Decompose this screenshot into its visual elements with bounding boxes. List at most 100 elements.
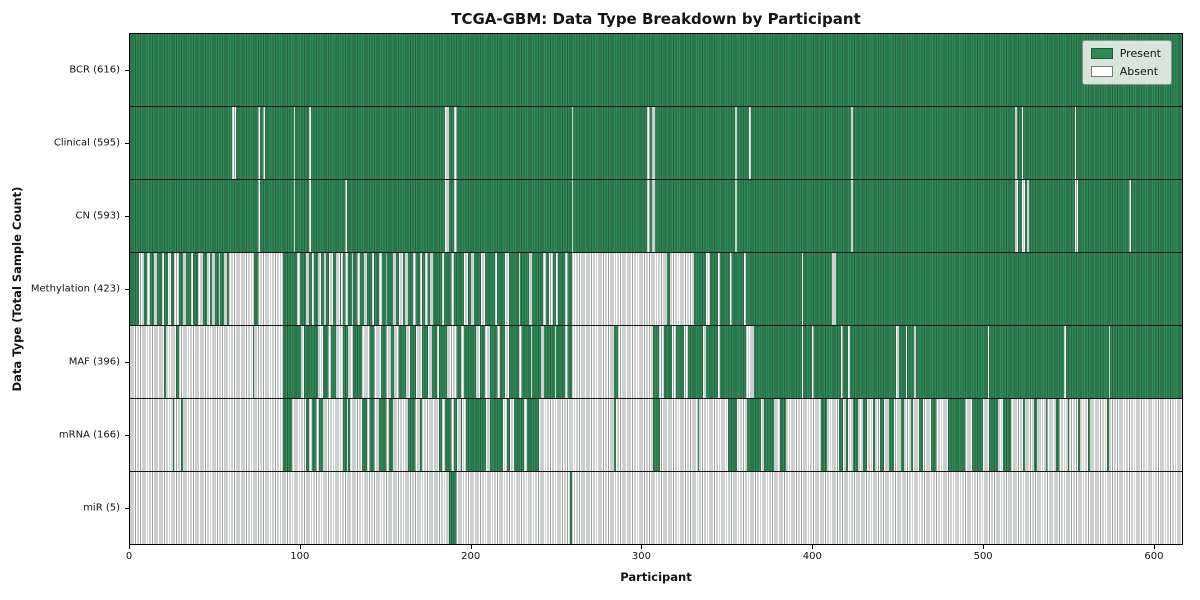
absent-segment: [1074, 107, 1077, 179]
absent-segment: [378, 253, 383, 325]
present-segment: [283, 399, 292, 471]
present-segment: [506, 399, 511, 471]
heatmap-rows: [130, 34, 1182, 544]
absent-segment: [840, 326, 843, 398]
present-segment: [880, 399, 884, 471]
x-tick-label: 600: [1144, 551, 1164, 562]
absent-segment: [706, 253, 710, 325]
present-segment: [460, 399, 463, 471]
absent-segment: [895, 326, 899, 398]
absent-segment: [718, 253, 720, 325]
present-segment: [407, 399, 415, 471]
present-segment: [863, 399, 867, 471]
y-tick-mark: [125, 289, 129, 290]
present-segment: [839, 399, 843, 471]
present-segment: [312, 399, 316, 471]
present-segment: [448, 472, 456, 544]
absent-segment: [206, 253, 211, 325]
absent-segment: [564, 326, 569, 398]
absent-segment: [297, 253, 301, 325]
present-segment: [453, 399, 458, 471]
absent-segment: [812, 326, 814, 398]
absent-segment: [179, 326, 253, 398]
legend: Present Absent: [1081, 40, 1172, 85]
heatmap-row-methylation: [130, 253, 1182, 326]
absent-segment: [309, 107, 311, 179]
present-segment: [728, 399, 737, 471]
present-segment: [989, 399, 998, 471]
absent-segment: [324, 253, 327, 325]
absent-segment: [317, 326, 323, 398]
absent-segment: [571, 253, 668, 325]
absent-segment: [549, 253, 553, 325]
present-segment: [910, 399, 913, 471]
absent-segment: [254, 326, 284, 398]
present-segment: [1067, 399, 1070, 471]
x-tick-mark: [641, 545, 643, 549]
absent-segment: [361, 326, 371, 398]
x-tick-mark: [299, 545, 301, 549]
absent-segment: [1021, 180, 1026, 252]
absent-segment: [356, 253, 361, 325]
absent-segment: [416, 326, 422, 398]
absent-segment: [218, 253, 221, 325]
present-segment: [319, 399, 323, 471]
absent-segment: [542, 253, 547, 325]
present-segment: [305, 399, 310, 471]
present-segment: [820, 399, 828, 471]
present-segment: [1088, 399, 1090, 471]
absent-segment: [305, 253, 310, 325]
absent-segment: [847, 326, 850, 398]
present-segment: [1002, 399, 1012, 471]
present-segment: [931, 399, 937, 471]
absent-segment: [851, 107, 853, 179]
absent-segment: [987, 326, 990, 398]
absent-segment: [518, 253, 521, 325]
absent-segment: [651, 180, 656, 252]
plot-area: Present Absent: [129, 33, 1183, 545]
present-segment: [1023, 399, 1026, 471]
y-tick-label-mrna: mRNA (166): [58, 429, 120, 441]
present-segment: [972, 399, 983, 471]
absent-segment: [442, 253, 444, 325]
x-tick-label: 100: [290, 551, 310, 562]
absent-segment: [344, 253, 349, 325]
present-segment: [948, 399, 966, 471]
present-segment: [378, 399, 386, 471]
heatmap-row-bcr: [130, 34, 1182, 107]
absent-segment: [505, 253, 509, 325]
absent-segment: [658, 326, 664, 398]
absent-segment: [530, 326, 533, 398]
x-tick-label: 400: [802, 551, 822, 562]
legend-label-absent: Absent: [1119, 65, 1159, 78]
present-segment: [438, 399, 443, 471]
absent-segment: [153, 253, 158, 325]
present-segment: [764, 399, 775, 471]
absent-segment: [348, 326, 354, 398]
absent-segment: [1014, 107, 1017, 179]
chart-title: TCGA-GBM: Data Type Breakdown by Partici…: [451, 10, 861, 28]
absent-segment: [730, 253, 732, 325]
absent-segment: [702, 326, 707, 398]
present-segment: [1033, 399, 1038, 471]
absent-segment: [1108, 326, 1111, 398]
absent-segment: [518, 326, 523, 398]
x-tick-mark: [983, 545, 985, 549]
absent-segment: [832, 253, 836, 325]
absent-segment: [481, 253, 485, 325]
absent-segment: [445, 107, 449, 179]
absent-segment: [1074, 180, 1078, 252]
absent-segment: [182, 253, 187, 325]
absent-segment: [430, 253, 434, 325]
y-tick-mark: [125, 69, 129, 71]
x-tick-mark: [470, 545, 472, 549]
heatmap-row-clinical: [130, 107, 1182, 180]
absent-segment: [317, 253, 321, 325]
absent-segment: [262, 107, 265, 179]
absent-segment: [162, 253, 165, 325]
absent-segment: [496, 326, 500, 398]
absent-segment: [312, 253, 315, 325]
legend-item-present: Present: [1090, 47, 1161, 60]
y-tick-label-methylation: Methylation (423): [30, 283, 120, 295]
absent-segment: [257, 180, 260, 252]
